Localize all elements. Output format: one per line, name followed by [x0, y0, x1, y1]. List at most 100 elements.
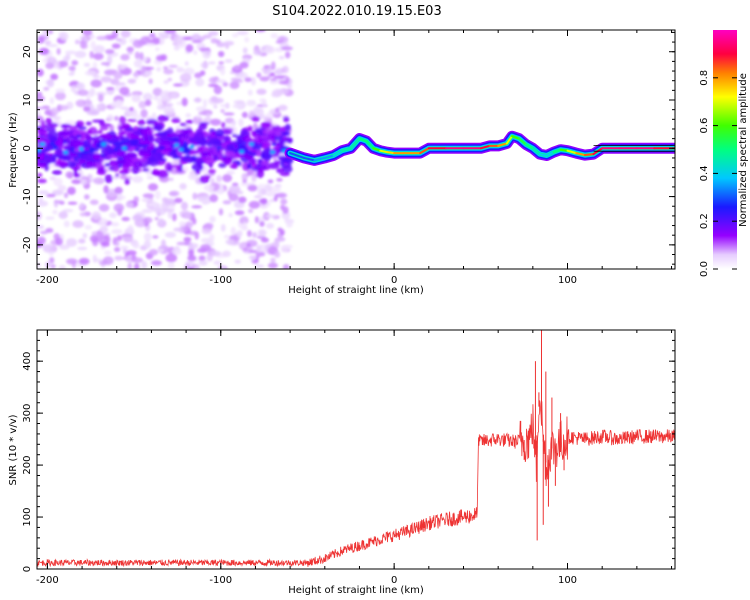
band-blob	[221, 131, 234, 135]
noise-blob	[107, 69, 118, 74]
y-tick-label: 400	[22, 352, 33, 371]
noise-blob	[156, 67, 162, 72]
ridge-core	[517, 137, 527, 146]
noise-blob	[53, 200, 65, 204]
band-blob	[54, 161, 67, 167]
spectrogram-y-axis-label: Frequency (Hz)	[8, 112, 19, 188]
noise-blob	[242, 221, 247, 230]
band-blob	[222, 127, 234, 133]
noise-blob	[273, 75, 285, 79]
noise-blob	[267, 262, 278, 269]
noise-blob	[286, 221, 293, 228]
noise-blob	[248, 249, 259, 253]
noise-blob	[44, 40, 52, 45]
band-blob	[226, 143, 235, 152]
noise-blob	[266, 223, 275, 229]
noise-blob	[38, 196, 43, 203]
noise-blob	[153, 96, 159, 101]
noise-blob	[37, 262, 42, 268]
noise-blob	[142, 92, 153, 102]
noise-blob	[220, 223, 226, 232]
noise-blob	[77, 89, 89, 96]
band-blob	[236, 161, 242, 166]
noise-blob	[102, 256, 114, 266]
noise-blob	[143, 232, 152, 242]
noise-blob	[156, 104, 166, 111]
band-blob	[85, 134, 92, 140]
band-blob	[131, 139, 139, 147]
noise-blob	[248, 255, 257, 261]
band-peak	[78, 146, 84, 151]
noise-blob	[234, 259, 241, 264]
noise-blob	[229, 81, 240, 90]
noise-blob	[216, 42, 226, 48]
ridge-core	[341, 147, 352, 152]
snr-x-axis-label: Height of straight line (km)	[288, 585, 424, 596]
band-blob	[175, 165, 181, 172]
band-blob	[92, 152, 101, 160]
noise-blob	[129, 106, 134, 112]
band-blob	[152, 153, 163, 160]
noise-blob	[119, 174, 127, 180]
noise-blob	[276, 192, 288, 199]
noise-blob	[149, 32, 156, 38]
noise-blob	[198, 111, 208, 116]
noise-blob	[276, 177, 283, 182]
noise-blob	[121, 216, 130, 222]
x-tick-label: -100	[209, 575, 232, 586]
band-blob	[37, 163, 46, 167]
noise-blob	[273, 239, 280, 248]
ridge-core	[545, 151, 555, 157]
noise-blob	[141, 198, 153, 202]
noise-blob	[274, 251, 281, 258]
colorbar-tick-label: 0.8	[699, 70, 710, 86]
band-blob	[134, 159, 143, 169]
band-blob	[218, 162, 227, 168]
noise-blob	[222, 82, 229, 87]
band-blob	[179, 122, 187, 127]
band-blob	[257, 158, 263, 164]
band-blob	[175, 129, 183, 134]
noise-blob	[167, 262, 175, 269]
noise-blob	[68, 65, 76, 71]
band-blob	[203, 147, 210, 152]
band-blob	[224, 150, 235, 157]
band-blob	[282, 116, 290, 123]
noise-blob	[154, 190, 161, 200]
noise-blob	[231, 182, 239, 187]
noise-blob	[93, 177, 105, 185]
noise-blob	[234, 210, 245, 216]
noise-blob	[164, 30, 177, 34]
noise-blob	[270, 61, 276, 71]
noise-blob	[282, 264, 290, 269]
noise-blob	[244, 36, 250, 43]
noise-blob	[97, 93, 104, 103]
noise-blob	[82, 232, 88, 239]
x-tick-label: -200	[36, 275, 59, 286]
spectrogram-noise-blobs	[37, 30, 295, 269]
noise-blob	[168, 191, 179, 197]
ridge-core	[313, 156, 326, 162]
band-blob	[49, 137, 59, 143]
noise-blob	[41, 105, 51, 110]
noise-blob	[37, 95, 45, 102]
noise-blob	[210, 250, 222, 257]
noise-blob	[224, 59, 233, 63]
noise-blob	[169, 92, 178, 98]
noise-blob	[248, 110, 255, 118]
band-blob	[246, 163, 252, 168]
x-tick-label: -100	[209, 275, 232, 286]
noise-blob	[77, 246, 88, 251]
noise-blob	[127, 262, 133, 269]
noise-blob	[37, 236, 46, 245]
noise-blob	[58, 104, 69, 111]
figure-title: S104.2022.010.19.15.E03	[272, 4, 441, 19]
snr-y-axis-label: SNR (10 * v/v)	[8, 414, 19, 485]
noise-blob	[114, 82, 126, 86]
noise-blob	[223, 112, 235, 116]
band-blob	[184, 158, 192, 162]
band-blob	[251, 116, 261, 122]
noise-blob	[280, 244, 290, 253]
noise-blob	[55, 88, 66, 94]
noise-blob	[49, 257, 55, 264]
